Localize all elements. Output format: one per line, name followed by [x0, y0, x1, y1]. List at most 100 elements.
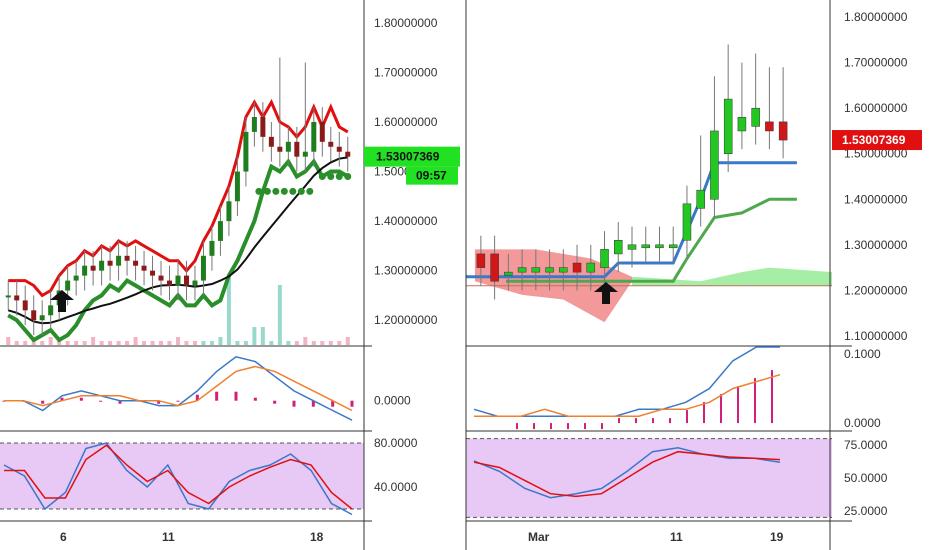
right-y-tick: 1.40000000: [844, 192, 908, 206]
candle-body: [476, 253, 486, 268]
volume-bar: [150, 341, 155, 345]
right-x-tick: Mar: [528, 530, 550, 544]
volume-bar: [252, 327, 257, 345]
volume-bar: [74, 341, 79, 345]
volume-bar: [40, 341, 45, 345]
candle-body: [737, 117, 747, 132]
stoch-band: [466, 438, 832, 518]
arrow-up-icon: [594, 282, 618, 304]
support-dot: [297, 187, 305, 195]
candle-body: [226, 201, 232, 222]
candle-body: [31, 310, 37, 321]
macd-histogram-bar: [771, 370, 773, 424]
left-last-price-badge: [364, 146, 460, 167]
volume-bar: [184, 341, 189, 345]
candle-body: [14, 295, 20, 301]
candle-body: [336, 146, 342, 152]
volume-bar: [243, 341, 248, 345]
candle-body: [710, 130, 719, 200]
candle-body: [345, 151, 351, 157]
candle-body: [311, 121, 317, 152]
volume-bar: [260, 327, 265, 345]
right-y-tick: 1.30000000: [844, 238, 908, 252]
macd-histogram-bar: [176, 400, 180, 402]
volume-bar: [269, 341, 274, 345]
candle-body: [277, 146, 283, 152]
volume-bar: [23, 341, 28, 345]
candle-body: [158, 275, 164, 281]
macd-histogram-bar: [703, 402, 705, 424]
macd-histogram-bar: [754, 378, 756, 424]
macd-histogram-bar: [516, 423, 518, 430]
volume-bar: [6, 337, 11, 345]
candle-body: [251, 117, 257, 132]
candle-body: [209, 240, 215, 256]
candle-body: [217, 221, 223, 241]
left-y-tick: 1.80000000: [374, 16, 438, 30]
candle-body: [328, 141, 334, 147]
left-y-tick: 1.40000000: [374, 214, 438, 228]
right-y-tick: 1.10000000: [844, 329, 908, 343]
right-stoch-y-tick: 25.0000: [844, 504, 888, 518]
candle-body: [504, 271, 513, 276]
candle-body: [696, 189, 705, 209]
candle-body: [99, 260, 105, 271]
stoch-d-line: [473, 450, 781, 498]
candle-body: [243, 131, 249, 172]
macd-histogram-bar: [60, 397, 64, 401]
volume-bar: [209, 341, 214, 345]
support-dot: [318, 173, 326, 180]
candle-body: [124, 255, 130, 261]
left-x-tick: 6: [60, 530, 67, 544]
candle-body: [319, 121, 325, 142]
candle-body: [285, 141, 291, 152]
volume-bar: [311, 341, 316, 345]
candle-body: [627, 244, 637, 250]
right-stoch-y-tick: 75.0000: [844, 438, 888, 452]
stoch-d-line: [4, 444, 353, 510]
left-chart[interactable]: [0, 57, 372, 522]
volume-bar: [303, 337, 308, 345]
left-stoch-y-tick: 80.0000: [374, 436, 418, 450]
volume-bar: [99, 341, 104, 345]
candle-body: [751, 107, 760, 127]
volume-bar: [294, 341, 299, 345]
candle-body: [116, 255, 122, 266]
macd-line: [4, 355, 353, 421]
left-x-tick: 18: [310, 530, 324, 544]
support-dot: [263, 187, 271, 195]
right-macd-y-tick: 0.0000: [844, 416, 881, 430]
volume-bar: [159, 341, 164, 345]
volume-bar: [167, 341, 172, 345]
support-dot: [335, 173, 343, 180]
left-last-price-label: 1.53007369: [376, 150, 440, 164]
macd-histogram-bar: [601, 423, 603, 430]
macd-histogram-bar: [533, 423, 535, 430]
macd-histogram-bar: [157, 400, 161, 404]
volume-bar: [133, 337, 138, 345]
volume-bar: [108, 341, 113, 345]
right-y-tick: 1.70000000: [844, 56, 908, 70]
candle-body: [5, 295, 11, 298]
left-stoch-y-tick: 40.0000: [374, 480, 418, 494]
right-y-tick: 1.50000000: [844, 147, 908, 161]
candle-body: [668, 244, 678, 249]
arrow-up-icon: [50, 290, 74, 312]
right-y-tick: 1.20000000: [844, 283, 908, 297]
volume-bar: [65, 341, 70, 345]
support-dot: [327, 173, 335, 180]
candle-body: [107, 260, 113, 266]
candle-body: [682, 203, 692, 241]
candle-body: [545, 267, 554, 273]
candle-body: [141, 265, 147, 271]
right-x-tick: 11: [670, 530, 683, 544]
macd-histogram-bar: [737, 386, 739, 424]
macd-signal-line: [4, 365, 353, 412]
candle-body: [73, 275, 79, 281]
right-chart[interactable]: [466, 44, 852, 522]
macd-histogram-bar: [584, 423, 586, 430]
macd-histogram-bar: [292, 400, 296, 407]
candle-body: [39, 315, 45, 321]
volume-bar: [320, 341, 325, 345]
macd-histogram-bar: [234, 391, 238, 401]
